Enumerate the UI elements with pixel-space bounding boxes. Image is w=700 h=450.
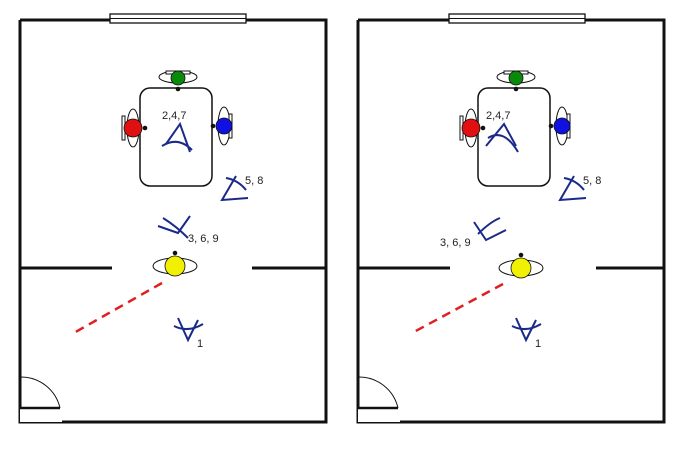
table (139, 87, 213, 187)
camera-table-icon (161, 121, 193, 153)
camera-bottom-icon (173, 317, 204, 343)
left-panel: 2,4,7 5, 8 3, 6, 9 1 (18, 13, 328, 424)
camera-table-icon (485, 122, 519, 153)
label-cameras-table: 2,4,7 (162, 110, 186, 122)
camera-middle-icon (473, 217, 507, 242)
door (357, 376, 400, 422)
camera-bottom-icon (511, 317, 542, 343)
person-left-red (121, 108, 148, 148)
camera-right-icon (220, 175, 249, 202)
person-right-blue (210, 106, 233, 146)
camera-right-icon (558, 175, 587, 202)
label-cameras-bottom: 1 (535, 338, 541, 350)
sightline (71, 281, 163, 336)
person-right-blue (548, 106, 571, 146)
person-top-green (158, 70, 198, 92)
label-cameras-middle: 3, 6, 9 (188, 233, 219, 245)
window (448, 13, 586, 24)
person-top-green (496, 70, 536, 92)
person-center-yellow (498, 252, 544, 279)
label-cameras-middle: 3, 6, 9 (440, 237, 471, 249)
window (109, 13, 247, 24)
sightline (411, 282, 504, 335)
door (19, 376, 62, 422)
person-center-yellow (152, 250, 198, 277)
camera-middle-icon (157, 215, 191, 239)
label-cameras-right: 5, 8 (583, 175, 601, 187)
label-cameras-bottom: 1 (197, 338, 203, 350)
label-cameras-table: 2,4,7 (486, 110, 510, 122)
right-panel: 2,4,7 5, 8 3, 6, 9 1 (356, 13, 666, 424)
label-cameras-right: 5, 8 (245, 175, 263, 187)
person-left-red (459, 108, 486, 148)
